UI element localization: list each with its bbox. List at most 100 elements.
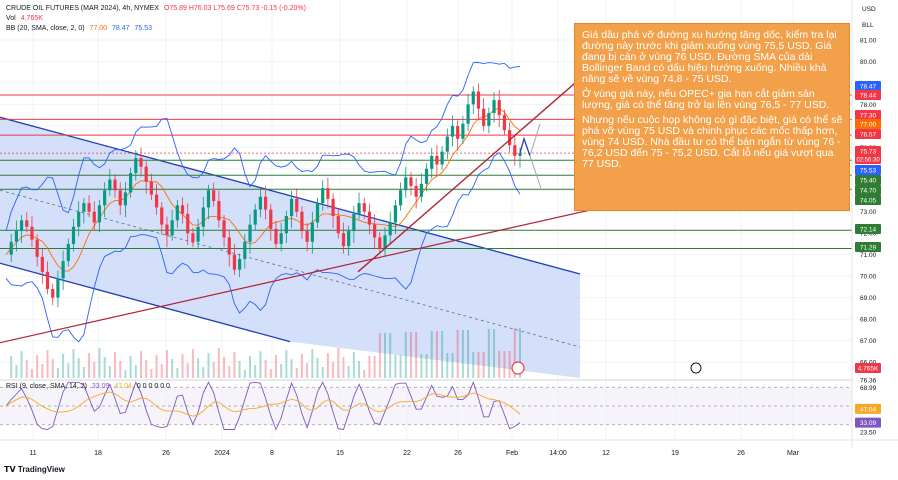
volume-bar bbox=[269, 369, 272, 378]
volume-bar bbox=[477, 352, 480, 378]
candle-body bbox=[341, 233, 346, 247]
price-tick-label: 67.00 bbox=[860, 338, 877, 345]
uptrend-line-steep bbox=[357, 69, 591, 273]
price-tick-label: 71.00 bbox=[860, 252, 877, 259]
time-tick-label: 26 bbox=[737, 450, 745, 457]
price-tags: 78.47 78.44 77.30 77.00 76.57 75.73 02:56:30 75… bbox=[855, 81, 881, 428]
volume-bar bbox=[435, 331, 438, 378]
price-tick-label: 78.00 bbox=[860, 102, 877, 109]
volume-bar bbox=[503, 351, 506, 378]
rsi-label[interactable]: RSI (9, close, SMA, 14, 2) bbox=[6, 383, 87, 390]
rsi-tick-label: 76.36 bbox=[860, 378, 877, 385]
bb-label[interactable]: BB (20, SMA, close, 2, 0) bbox=[6, 25, 85, 32]
volume-tag: 4.765K bbox=[858, 366, 879, 373]
volume-bar bbox=[467, 330, 470, 378]
candle-body bbox=[404, 177, 408, 191]
volume-bar bbox=[15, 365, 18, 378]
unit-label[interactable]: BLL bbox=[862, 22, 874, 29]
bollinger-upper bbox=[5, 62, 521, 232]
candle-body bbox=[492, 100, 496, 113]
volume-bar bbox=[30, 369, 33, 378]
price-tick-label: 73.00 bbox=[860, 209, 877, 216]
price-tag-bb-basis: 77.00 bbox=[860, 122, 877, 129]
bb-legend: BB (20, SMA, close, 2, 0) 77.00 78.47 75… bbox=[6, 24, 155, 33]
symbol-line[interactable]: CRUDE OIL FUTURES (MAR 2024), 4h, NYMEX bbox=[6, 5, 159, 12]
volume-bar bbox=[404, 332, 407, 378]
volume-bar bbox=[93, 362, 96, 378]
candle-body bbox=[97, 205, 102, 223]
volume-bar bbox=[373, 356, 376, 378]
candle-body bbox=[466, 104, 470, 124]
time-tick-label: 26 bbox=[454, 450, 462, 457]
volume-legend: Vol 4.765K bbox=[6, 14, 46, 23]
volume-bar bbox=[165, 350, 168, 378]
candle-body bbox=[409, 177, 413, 186]
volume-bar bbox=[482, 352, 485, 378]
alert-icon[interactable] bbox=[690, 362, 702, 374]
ohlc-values: O75.89 H76.03 L75.69 C75.73 -0.15 (-0.20… bbox=[163, 5, 306, 12]
volume-bar bbox=[472, 352, 475, 378]
price-tag-resistance: 77.30 bbox=[860, 113, 877, 120]
candle-body bbox=[289, 198, 294, 217]
volume-bar bbox=[384, 333, 387, 378]
events-icon[interactable] bbox=[511, 361, 525, 375]
currency-label[interactable]: USD bbox=[862, 6, 876, 13]
volume-bar bbox=[114, 352, 117, 378]
candle-body bbox=[383, 235, 387, 249]
candle-body bbox=[123, 192, 128, 206]
volume-bar bbox=[212, 362, 215, 378]
volume-bar bbox=[513, 328, 516, 378]
volume-bar bbox=[77, 358, 80, 378]
candle-body bbox=[279, 233, 283, 244]
volume-bar bbox=[228, 366, 231, 378]
volume-bar bbox=[98, 348, 101, 378]
volume-bar bbox=[456, 330, 459, 378]
candle-body bbox=[170, 220, 174, 236]
volume-bar bbox=[358, 361, 361, 378]
candle-body bbox=[414, 185, 418, 197]
candle-body bbox=[103, 190, 107, 206]
candle-body bbox=[180, 205, 185, 214]
candle-body bbox=[263, 196, 268, 210]
volume-bar bbox=[134, 365, 137, 378]
candle-body bbox=[66, 243, 70, 262]
candle-body bbox=[435, 155, 439, 165]
volume-bar bbox=[337, 348, 340, 378]
analysis-note[interactable]: Giá dầu phá vỡ đường xu hướng tăng dốc, … bbox=[574, 23, 850, 211]
candle-body bbox=[51, 289, 55, 298]
time-tick-label: 22 bbox=[403, 450, 411, 457]
candle-body bbox=[456, 125, 460, 139]
price-tick-label: 80.00 bbox=[860, 59, 877, 66]
candle-body bbox=[393, 205, 397, 223]
volume-bar bbox=[508, 351, 511, 378]
volume-bar bbox=[487, 329, 490, 378]
candle-body bbox=[201, 207, 205, 227]
rsi-pane bbox=[0, 380, 852, 431]
volume-bar bbox=[82, 367, 85, 378]
vol-value: 4.765K bbox=[20, 15, 43, 22]
candle-body bbox=[419, 183, 423, 197]
price-tag-resistance: 78.44 bbox=[860, 93, 877, 100]
volume-bar bbox=[352, 352, 355, 378]
rsi-tag: 33.09 bbox=[860, 420, 877, 427]
rsi-extra: 0 0 0 0 0 0 bbox=[136, 383, 170, 390]
price-tick-label: 70.00 bbox=[860, 274, 877, 281]
price-tag-support-bg bbox=[855, 195, 881, 205]
candle-body bbox=[227, 237, 231, 255]
candle-body bbox=[129, 173, 133, 193]
candle-body bbox=[206, 190, 211, 208]
volume-bar bbox=[202, 367, 205, 378]
candle-body bbox=[56, 278, 60, 298]
candle-body bbox=[238, 258, 242, 270]
candle-body bbox=[191, 233, 195, 242]
price-tag-support-bg bbox=[855, 185, 881, 195]
volume-bar bbox=[332, 362, 335, 378]
candle-body bbox=[398, 190, 403, 206]
candle-body bbox=[518, 153, 522, 156]
volume-bar bbox=[233, 352, 236, 378]
candle-body bbox=[87, 203, 91, 212]
time-tick-label: Feb bbox=[506, 450, 518, 457]
tradingview-logo[interactable]: 𝗧𝗩 TradingView bbox=[4, 465, 65, 474]
candle-body bbox=[40, 256, 44, 272]
